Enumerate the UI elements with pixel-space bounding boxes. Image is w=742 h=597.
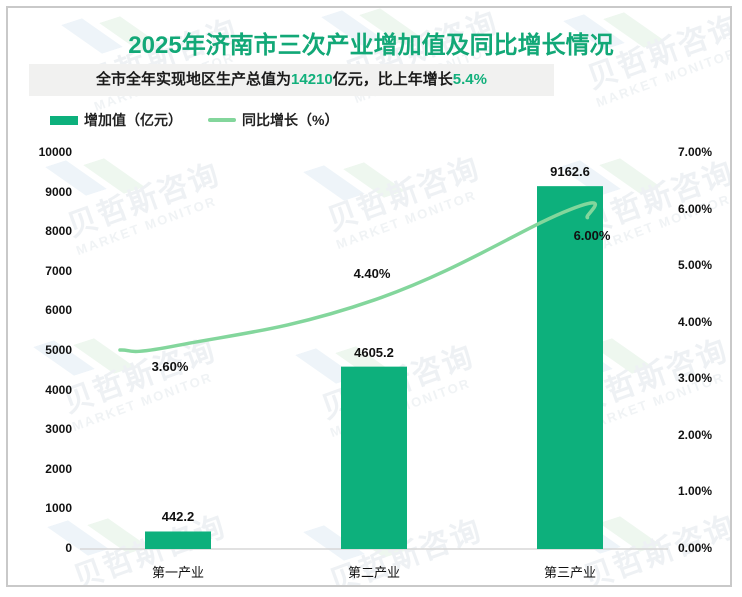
bar-value-label: 9162.6: [550, 164, 590, 180]
bar[interactable]: [341, 366, 407, 549]
y-axis-left-tick: 6000: [45, 303, 72, 318]
x-axis-category-label: 第三产业: [543, 565, 596, 580]
legend-item-bar-label: 增加值（亿元）: [84, 112, 182, 128]
y-axis-left-tick: 4000: [45, 382, 72, 397]
y-axis-right-tick: 7.00%: [678, 145, 713, 159]
subtitle-gdp-value: 14210: [291, 71, 333, 88]
y-axis-left-tick: 8000: [45, 224, 72, 239]
y-axis-left-tick: 10000: [38, 145, 72, 159]
subtitle-band: [29, 64, 554, 96]
legend-item-bar[interactable]: 增加值（亿元）: [50, 110, 182, 130]
y-axis-right-tick: 4.00%: [678, 314, 713, 329]
y-axis-right-tick: 3.00%: [678, 371, 713, 386]
subtitle-text-mid: 亿元，比上年增长: [332, 71, 453, 88]
bar[interactable]: [145, 531, 211, 549]
y-axis-right-tick: 0.00%: [678, 541, 713, 555]
legend-bar-swatch-icon: [50, 115, 78, 125]
legend-item-line[interactable]: 同比增长（%）: [208, 110, 338, 130]
y-axis-left-tick: 5000: [45, 343, 72, 357]
chart-card: 贝哲斯咨询 MARKET MONITOR 贝哲斯咨询 MARKET MONITO…: [6, 6, 732, 587]
chart-subtitle: 全市全年实现地区生产总值为14210亿元，比上年增长5.4%: [29, 64, 554, 96]
y-axis-left-tick: 1000: [45, 501, 72, 516]
chart-title: 2025年济南市三次产业增加值及同比增长情况: [128, 32, 614, 59]
subtitle-growth-value: 5.4%: [452, 71, 487, 88]
y-axis-left-tick: 9000: [45, 184, 72, 199]
y-axis-left-tick: 0: [65, 541, 72, 555]
subtitle-text-pre: 全市全年实现地区生产总值为: [96, 71, 292, 88]
y-axis-right-tick: 6.00%: [678, 201, 713, 216]
x-axis-category-label: 第一产业: [151, 565, 204, 580]
bar-value-label: 442.2: [161, 509, 195, 525]
y-axis-right-tick: 1.00%: [678, 484, 713, 499]
bar-value-label: 4605.2: [354, 344, 394, 360]
y-axis-right-tick: 2.00%: [678, 427, 713, 442]
legend-line-swatch-icon: [208, 118, 236, 122]
legend-item-line-label: 同比增长（%）: [242, 112, 339, 128]
line-value-label: 6.00%: [573, 227, 611, 243]
x-axis-category-label: 第二产业: [347, 565, 400, 580]
y-axis-left-tick: 3000: [45, 422, 72, 437]
y-axis-left-tick: 2000: [45, 461, 72, 476]
line-value-label: 4.40%: [353, 266, 391, 282]
line-value-label: 3.60%: [151, 359, 189, 375]
y-axis-left-tick: 7000: [45, 263, 72, 278]
y-axis-right-tick: 5.00%: [678, 258, 713, 273]
chart-legend: 增加值（亿元） 同比增长（%）: [50, 108, 338, 132]
